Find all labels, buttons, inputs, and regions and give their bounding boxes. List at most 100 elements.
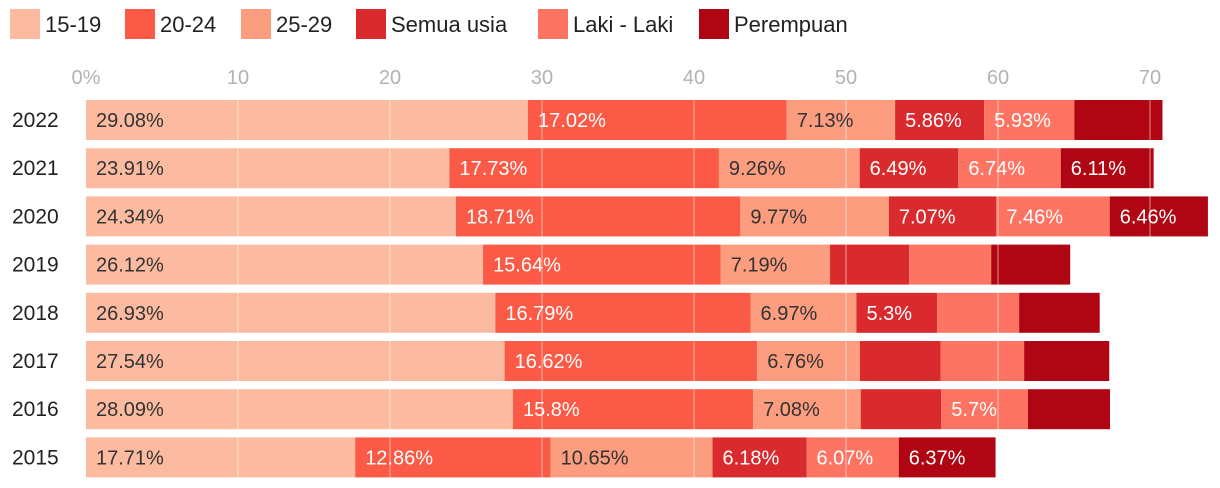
data-label: 15.8%: [523, 399, 580, 421]
bar-segment-25-29[interactable]: [550, 437, 713, 478]
data-label: 7.19%: [731, 255, 788, 277]
bar-segment-15-19[interactable]: [86, 244, 484, 285]
data-label: 6.11%: [1071, 158, 1126, 180]
data-label: 6.74%: [968, 158, 1025, 180]
bar-segment-25-29[interactable]: [786, 100, 896, 140]
bar-segment-laki-laki[interactable]: [909, 244, 992, 285]
bar-segment-perempuan[interactable]: [1024, 341, 1110, 381]
legend-swatch: [356, 9, 386, 39]
data-label: 29.08%: [96, 110, 164, 132]
bar-segment-25-29[interactable]: [720, 244, 831, 285]
data-label: 6.76%: [767, 351, 824, 373]
bar-segment-15-19[interactable]: [86, 292, 496, 333]
year-label: 2016: [12, 398, 59, 421]
data-label: 16.62%: [515, 351, 583, 373]
bar-segment-20-24[interactable]: [512, 389, 754, 430]
bar-segment-laki-laki[interactable]: [984, 100, 1075, 140]
x-tick-label: 20: [379, 67, 401, 89]
bar-segment-perempuan[interactable]: [991, 244, 1071, 285]
bar-segment-15-19[interactable]: [86, 437, 356, 478]
bar-segment-perempuan[interactable]: [898, 437, 996, 478]
x-tick-label: 50: [835, 67, 857, 89]
data-label: 26.93%: [96, 303, 164, 325]
data-label: 6.18%: [723, 447, 780, 469]
bar-segment-semua-usia[interactable]: [830, 244, 910, 285]
data-label: 15.64%: [493, 255, 561, 277]
bar-segment-perempuan[interactable]: [1074, 100, 1163, 140]
bar-segment-laki-laki[interactable]: [996, 196, 1110, 237]
data-label: 10.65%: [561, 447, 629, 469]
data-label: 24.34%: [96, 206, 164, 228]
bar-segment-laki-laki[interactable]: [941, 389, 1028, 430]
x-tick-label: 40: [683, 67, 705, 89]
bar-segment-perempuan[interactable]: [1019, 292, 1100, 333]
bar-segment-semua-usia[interactable]: [859, 341, 941, 381]
x-tick-label: 30: [531, 67, 553, 89]
data-label: 16.79%: [505, 303, 573, 325]
bar-segment-semua-usia[interactable]: [712, 437, 807, 478]
bar-segment-semua-usia[interactable]: [856, 292, 938, 333]
bar-segment-20-24[interactable]: [483, 244, 721, 285]
bar-segment-20-24[interactable]: [528, 100, 787, 140]
x-tick-label: 0%: [72, 67, 101, 89]
bar-segment-20-24[interactable]: [455, 196, 741, 237]
data-label: 5.3%: [866, 303, 912, 325]
bar-segment-15-19[interactable]: [86, 148, 450, 189]
bar-segment-25-29[interactable]: [757, 341, 860, 381]
year-label: 2017: [12, 350, 59, 373]
year-label: 2022: [12, 109, 59, 132]
bar-segment-15-19[interactable]: [86, 100, 529, 140]
bar-segment-semua-usia[interactable]: [859, 148, 959, 189]
bar-segment-15-19[interactable]: [86, 196, 456, 237]
bar-segment-20-24[interactable]: [449, 148, 719, 189]
legend-item-perempuan[interactable]: Perempuan: [699, 9, 848, 39]
legend-item-semua-usia[interactable]: Semua usia: [356, 9, 508, 39]
legend-item-20-24[interactable]: 20-24: [125, 9, 216, 39]
legend-label: 25-29: [276, 12, 332, 37]
bar-segment-laki-laki[interactable]: [958, 148, 1061, 189]
data-label: 6.46%: [1120, 206, 1177, 228]
legend-label: 15-19: [45, 12, 101, 37]
legend: 15-19 20-24 25-29 Semua usia Laki - Laki Pere…: [10, 9, 848, 39]
bar-segment-25-29[interactable]: [740, 196, 889, 237]
data-label: 27.54%: [96, 351, 164, 373]
data-label: 5.7%: [951, 399, 997, 421]
bar-segment-semua-usia[interactable]: [888, 196, 997, 237]
legend-item-25-29[interactable]: 25-29: [241, 9, 332, 39]
bar-segment-semua-usia[interactable]: [860, 389, 942, 430]
bar-segment-semua-usia[interactable]: [895, 100, 985, 140]
x-axis-ticks: 0% 10 20 30 40 50 60 70: [72, 67, 1162, 89]
data-label: 17.73%: [459, 158, 527, 180]
legend-label: Semua usia: [391, 12, 508, 37]
legend-swatch: [538, 9, 568, 39]
bar-segment-perempuan[interactable]: [1109, 196, 1208, 237]
bar-segment-laki-laki[interactable]: [806, 437, 899, 478]
bar-segment-15-19[interactable]: [86, 389, 513, 430]
bar-segment-25-29[interactable]: [718, 148, 860, 189]
data-label: 6.07%: [816, 447, 873, 469]
data-label: 7.46%: [1006, 206, 1063, 228]
bar-segment-perempuan[interactable]: [1060, 148, 1154, 189]
data-label: 17.02%: [538, 110, 606, 132]
gridlines: [237, 100, 1151, 478]
legend-item-15-19[interactable]: 15-19: [10, 9, 101, 39]
year-label: 2019: [12, 254, 59, 277]
data-labels: 29.08% 17.02% 7.13% 5.86% 5.93% 23.91% 17.73% 9…: [96, 110, 1177, 469]
bar-segment-25-29[interactable]: [750, 292, 857, 333]
legend-swatch: [699, 9, 729, 39]
data-label: 6.37%: [909, 447, 966, 469]
year-label: 2018: [12, 302, 59, 325]
bar-segment-laki-laki[interactable]: [940, 341, 1025, 381]
bar-segment-20-24[interactable]: [504, 341, 758, 381]
legend-item-laki-laki[interactable]: Laki - Laki: [538, 9, 673, 39]
bar-segment-25-29[interactable]: [753, 389, 861, 430]
bar-segment-20-24[interactable]: [355, 437, 551, 478]
bar-segment-20-24[interactable]: [495, 292, 751, 333]
bar-segment-15-19[interactable]: [86, 341, 505, 381]
data-label: 18.71%: [466, 206, 534, 228]
bar-segment-laki-laki[interactable]: [937, 292, 1020, 333]
legend-label: Perempuan: [734, 12, 848, 37]
data-label: 7.13%: [797, 110, 854, 132]
bar-segment-perempuan[interactable]: [1027, 389, 1111, 430]
